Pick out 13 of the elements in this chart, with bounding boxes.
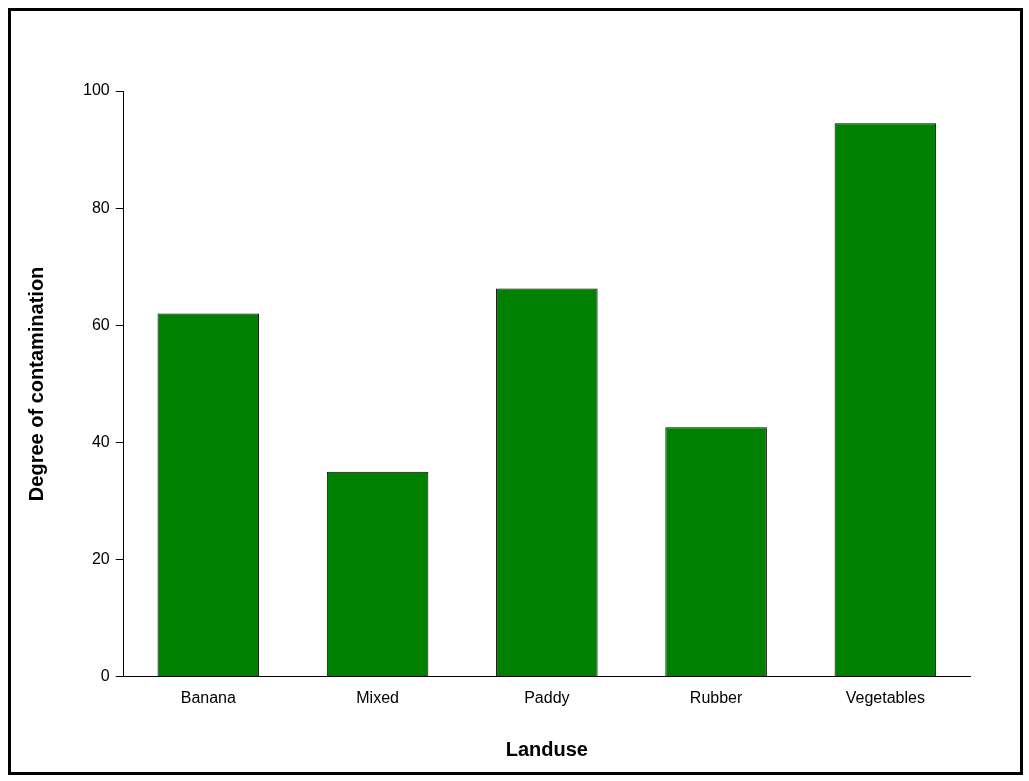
y-tick-label: 100 — [82, 81, 110, 99]
x-axis-title: Landuse — [505, 737, 588, 760]
y-tick-label: 20 — [91, 550, 110, 568]
y-axis-title: Degree of contamination — [24, 266, 47, 502]
y-tick-label: 80 — [91, 198, 110, 216]
x-tick-label: Vegetables — [845, 688, 925, 706]
y-tick-label: 40 — [91, 432, 110, 450]
x-tick-label: Banana — [180, 688, 237, 706]
y-tick-label: 60 — [91, 315, 110, 333]
y-tick-label: 0 — [100, 667, 110, 685]
x-tick-label: Paddy — [524, 688, 570, 706]
x-tick-label: Mixed — [356, 688, 399, 706]
x-tick-label: Rubber — [689, 688, 744, 706]
